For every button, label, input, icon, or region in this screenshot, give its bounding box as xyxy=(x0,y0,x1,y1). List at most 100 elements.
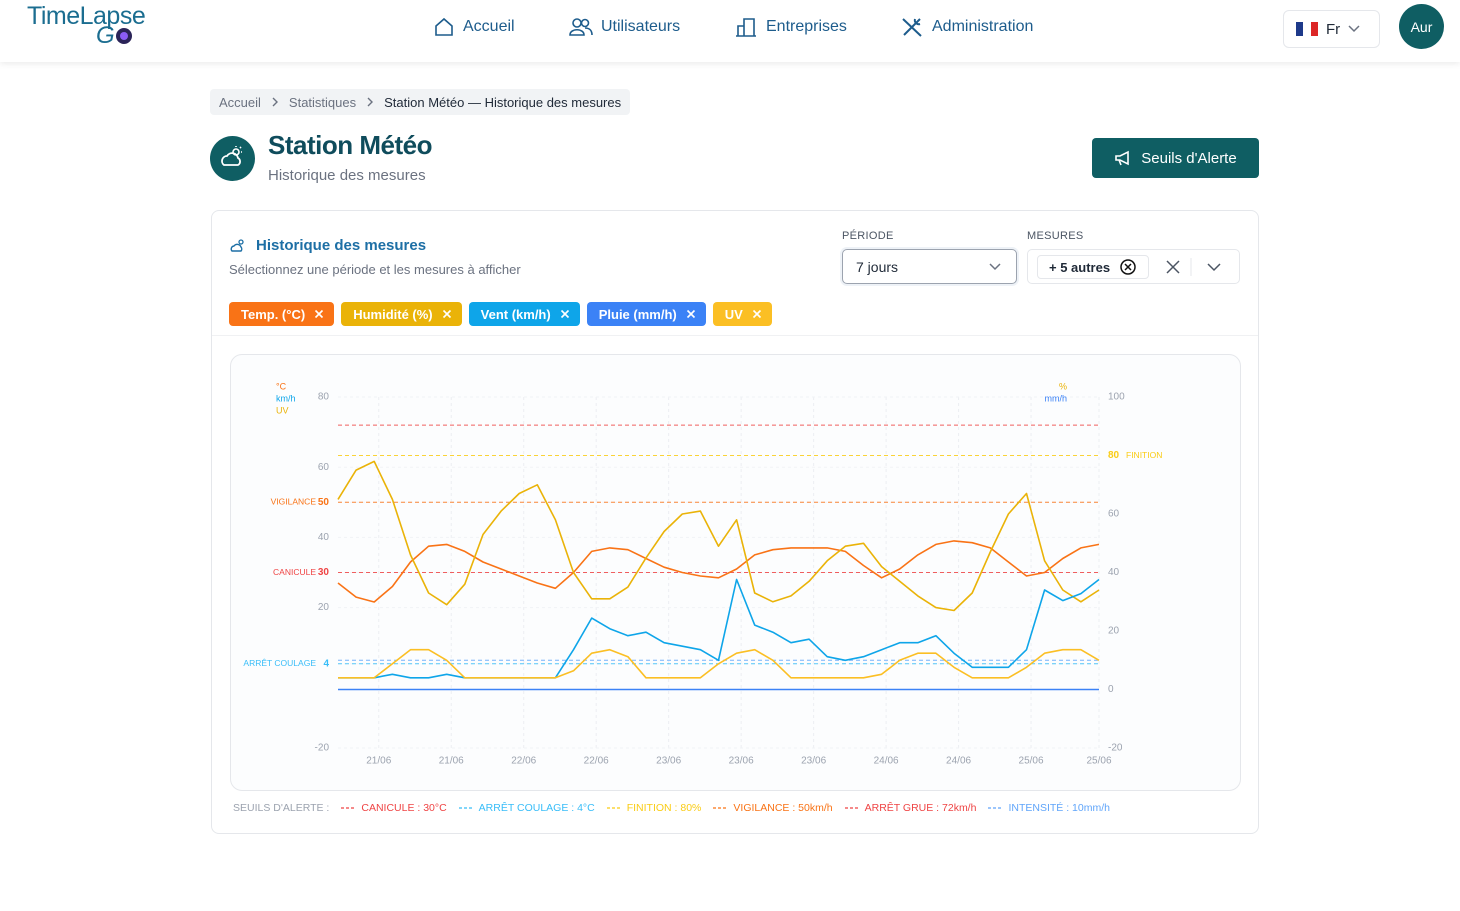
series-chip[interactable]: Humidité (%) xyxy=(341,302,462,326)
legend-item: INTENSITÉ : 10mm/h xyxy=(988,802,1110,814)
icon xyxy=(569,18,593,36)
logo-lens xyxy=(115,28,132,44)
y-tick-label: 30 xyxy=(318,567,330,578)
crumb[interactable]: Accueil xyxy=(219,94,261,110)
chip-label: Vent (km/h) xyxy=(480,306,551,322)
legend-item: CANICULE : 30°C xyxy=(341,802,447,814)
nav-label: Accueil xyxy=(463,18,515,35)
x-tick-label: 22/06 xyxy=(511,756,536,767)
threshold-label: CANICULE xyxy=(273,567,316,577)
chip-remove[interactable] xyxy=(686,309,696,319)
y-tick-label: 80 xyxy=(318,392,330,403)
legend-item: ARRÊT COULAGE : 4°C xyxy=(458,802,595,814)
card-subtitle: Sélectionnez une période et les mesures … xyxy=(229,262,521,277)
chip-label: Pluie (mm/h) xyxy=(598,306,677,322)
legend-item: FINITION : 80% xyxy=(606,802,702,814)
language: Fr xyxy=(1326,20,1341,38)
logo[interactable]: TimeLapse xyxy=(27,2,146,30)
series-line xyxy=(337,540,1100,603)
period-select[interactable]: 7 jours xyxy=(842,249,1017,284)
y-tick-label: 4 xyxy=(323,658,329,669)
threshold-label: ARRÊT COULAGE xyxy=(243,658,316,668)
y2-tick-label: -20 xyxy=(1108,743,1123,754)
weather-icon xyxy=(221,146,242,166)
alert-button[interactable]: Seuils d'Alerte xyxy=(1092,138,1259,178)
cross xyxy=(442,309,451,319)
y-tick-label: 40 xyxy=(318,532,330,543)
legend-text: ARRÊT GRUE : 72km/h xyxy=(864,802,977,814)
icon xyxy=(736,18,756,37)
legend-text: ARRÊT COULAGE : 4°C xyxy=(478,802,595,814)
nav-admin[interactable]: Administration xyxy=(900,16,1033,38)
x-tick-label: 23/06 xyxy=(656,756,681,767)
series-chip[interactable]: Vent (km/h) xyxy=(468,302,580,326)
y-unit: UV xyxy=(276,405,289,415)
card-icon xyxy=(230,239,244,252)
period-label: PÉRIODE xyxy=(842,230,894,242)
avatar-text: Aur xyxy=(1410,18,1433,35)
legend-dash xyxy=(713,807,728,809)
x-tick-label: 21/06 xyxy=(366,756,391,767)
chip-remove[interactable] xyxy=(442,309,452,319)
y-tick-label: 20 xyxy=(318,602,330,613)
series-chip[interactable]: UV xyxy=(712,302,772,326)
measures-value: + 5 autres xyxy=(1049,259,1111,275)
icon xyxy=(902,18,922,37)
crumb-sep xyxy=(272,97,278,107)
nav-label: Utilisateurs xyxy=(601,18,681,35)
legend-text: INTENSITÉ : 10mm/h xyxy=(1008,802,1110,814)
chip-remove[interactable] xyxy=(752,309,762,319)
crumb-sep xyxy=(367,97,374,107)
measures-controls[interactable] xyxy=(1164,258,1234,276)
page-icon xyxy=(210,136,255,181)
y2-tick-label: 80 xyxy=(1108,450,1120,461)
card-title: Historique des mesures xyxy=(256,237,427,254)
icon xyxy=(1115,150,1130,166)
legend-text: CANICULE : 30°C xyxy=(361,802,447,814)
legend-dash xyxy=(341,807,356,809)
header xyxy=(0,0,1460,62)
x-tick-label: 23/06 xyxy=(801,756,826,767)
y-unit: km/h xyxy=(276,393,296,403)
legend-text: VIGILANCE : 50km/h xyxy=(733,802,833,814)
nav-home[interactable]: Accueil xyxy=(433,16,515,38)
logo-go[interactable]: G xyxy=(96,22,133,50)
measures-select[interactable] xyxy=(1027,249,1240,284)
measures-more[interactable]: + 5 autres xyxy=(1037,255,1149,279)
breadcrumb: Accueil Statistiques Station Météo — His… xyxy=(210,89,631,115)
x-tick-label: 23/06 xyxy=(729,756,754,767)
cross xyxy=(686,309,695,319)
nav-users[interactable]: Utilisateurs xyxy=(569,16,680,38)
legend-item: VIGILANCE : 50km/h xyxy=(713,802,833,814)
flag xyxy=(1296,22,1318,36)
y-tick-label: 60 xyxy=(318,462,330,473)
chevron xyxy=(989,263,1001,271)
crumb[interactable]: Statistiques xyxy=(288,94,357,110)
y2-tick-label: 20 xyxy=(1108,626,1120,637)
chips: Temp. (°C) Humidité (%) Vent (km/h) Pluie (… xyxy=(229,302,772,326)
nav-label: Administration xyxy=(932,18,1034,35)
legend-text: FINITION : 80% xyxy=(626,802,702,814)
y2-tick-label: 100 xyxy=(1108,392,1125,403)
chip-remove[interactable] xyxy=(560,309,570,319)
chip-label: UV xyxy=(724,306,743,322)
series-chip[interactable]: Temp. (°C) xyxy=(229,302,335,326)
button-label: Seuils d'Alerte xyxy=(1141,149,1237,167)
avatar[interactable]: Aur xyxy=(1399,4,1444,49)
chip-remove[interactable] xyxy=(314,309,324,319)
x-tick-label: 22/06 xyxy=(584,756,609,767)
legend-dash xyxy=(606,807,621,809)
chip-label: Temp. (°C) xyxy=(241,306,306,322)
x-tick-label: 24/06 xyxy=(946,756,971,767)
remove-icon[interactable] xyxy=(1119,258,1137,276)
nav-companies[interactable]: Entreprises xyxy=(734,16,847,38)
language-select[interactable]: Fr xyxy=(1283,10,1380,48)
cross xyxy=(752,309,761,319)
y2-tick-label: 60 xyxy=(1108,509,1120,520)
page-subtitle: Historique des mesures xyxy=(268,167,426,184)
chart: 21/06 21/06 22/06 22/06 23/06 23/06 23/06 24/06… xyxy=(243,381,1162,767)
series-line xyxy=(337,460,1100,612)
x-tick-label: 25/06 xyxy=(1086,756,1111,767)
series-chip[interactable]: Pluie (mm/h) xyxy=(586,302,706,326)
